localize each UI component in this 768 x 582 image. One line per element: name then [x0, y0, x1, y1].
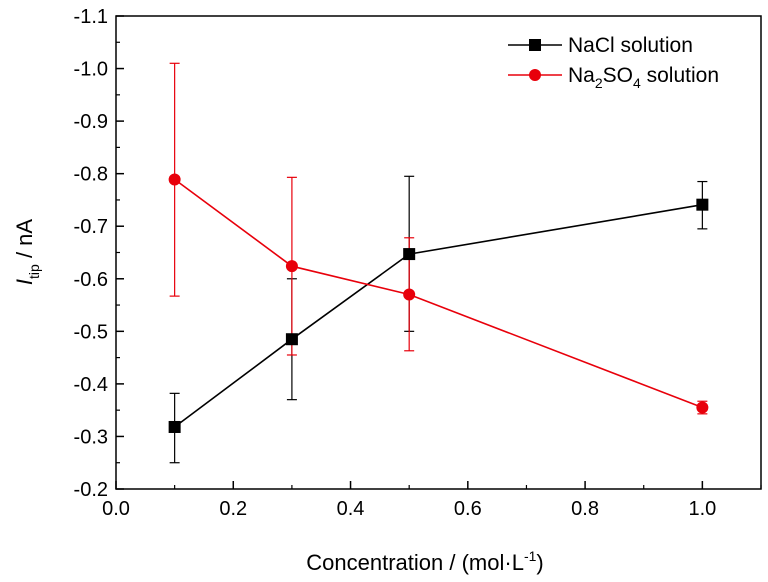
y-tick-label: -0.9 — [74, 111, 108, 133]
data-point-na2so4 — [285, 260, 298, 273]
x-axis-title-superscript: -1 — [524, 548, 537, 564]
x-tick-label: 0.8 — [571, 498, 599, 520]
y-axis-title-subscript: tip — [26, 264, 42, 279]
legend: NaCl solution Na2SO4 solution — [508, 34, 719, 91]
x-tick-label: 0.2 — [219, 498, 247, 520]
legend-label-part: 2 — [595, 75, 603, 91]
data-point-na2so4 — [403, 288, 416, 301]
x-tick-label: 0.6 — [454, 498, 482, 520]
series-lines — [174, 178, 703, 428]
y-tick-label: -0.5 — [74, 321, 108, 343]
legend-label-part: 4 — [633, 75, 641, 91]
legend-label-na2so4: Na2SO4 solution — [568, 64, 719, 91]
data-point-na2so4 — [696, 401, 709, 414]
data-point-na2so4 — [168, 173, 181, 186]
y-axis: -0.2 -0.3 -0.4 -0.5 -0.6 -0.7 -0.8 -0.9 -1.0 -1.1 — [74, 6, 124, 501]
y-tick-label: -0.8 — [74, 164, 108, 186]
y-axis-title-rest: / nA — [12, 219, 37, 265]
y-tick-label: -0.4 — [74, 374, 108, 396]
y-tick-label: -0.3 — [74, 426, 108, 448]
x-tick-label: 0.4 — [337, 498, 365, 520]
legend-label-part: Na — [568, 64, 595, 87]
x-axis-title-close: ) — [536, 550, 543, 575]
data-point-nacl — [285, 333, 298, 346]
x-axis-title: Concentration / (mol·L-1) — [306, 548, 543, 575]
series-markers — [168, 173, 709, 433]
y-axis-title-italic: I — [12, 279, 37, 285]
y-tick-label: -1.0 — [74, 59, 108, 81]
x-tick-label: 0.0 — [102, 498, 130, 520]
legend-label-part: solution — [641, 64, 719, 87]
legend-marker-na2so4 — [529, 69, 541, 81]
y-tick-label: -0.6 — [74, 269, 108, 291]
x-axis-title-base: Concentration / (mol·L — [306, 550, 524, 575]
y-tick-label: -0.2 — [74, 479, 108, 501]
legend-marker-nacl — [529, 39, 541, 51]
data-point-nacl — [168, 420, 181, 433]
x-axis: 0.0 0.2 0.4 0.6 0.8 1.0 — [102, 481, 762, 520]
y-tick-label: -1.1 — [74, 6, 108, 28]
y-axis-title: Itip / nA — [12, 219, 42, 285]
series-line-nacl — [174, 203, 703, 428]
y-tick-label: -0.7 — [74, 216, 108, 238]
legend-label-part: SO — [603, 64, 633, 87]
data-point-nacl — [403, 248, 416, 261]
legend-label-part: NaCl solution — [568, 34, 693, 57]
legend-label-nacl: NaCl solution — [568, 34, 693, 57]
x-tick-label: 1.0 — [688, 498, 716, 520]
data-point-nacl — [696, 198, 709, 211]
series-line-na2so4 — [174, 178, 703, 409]
